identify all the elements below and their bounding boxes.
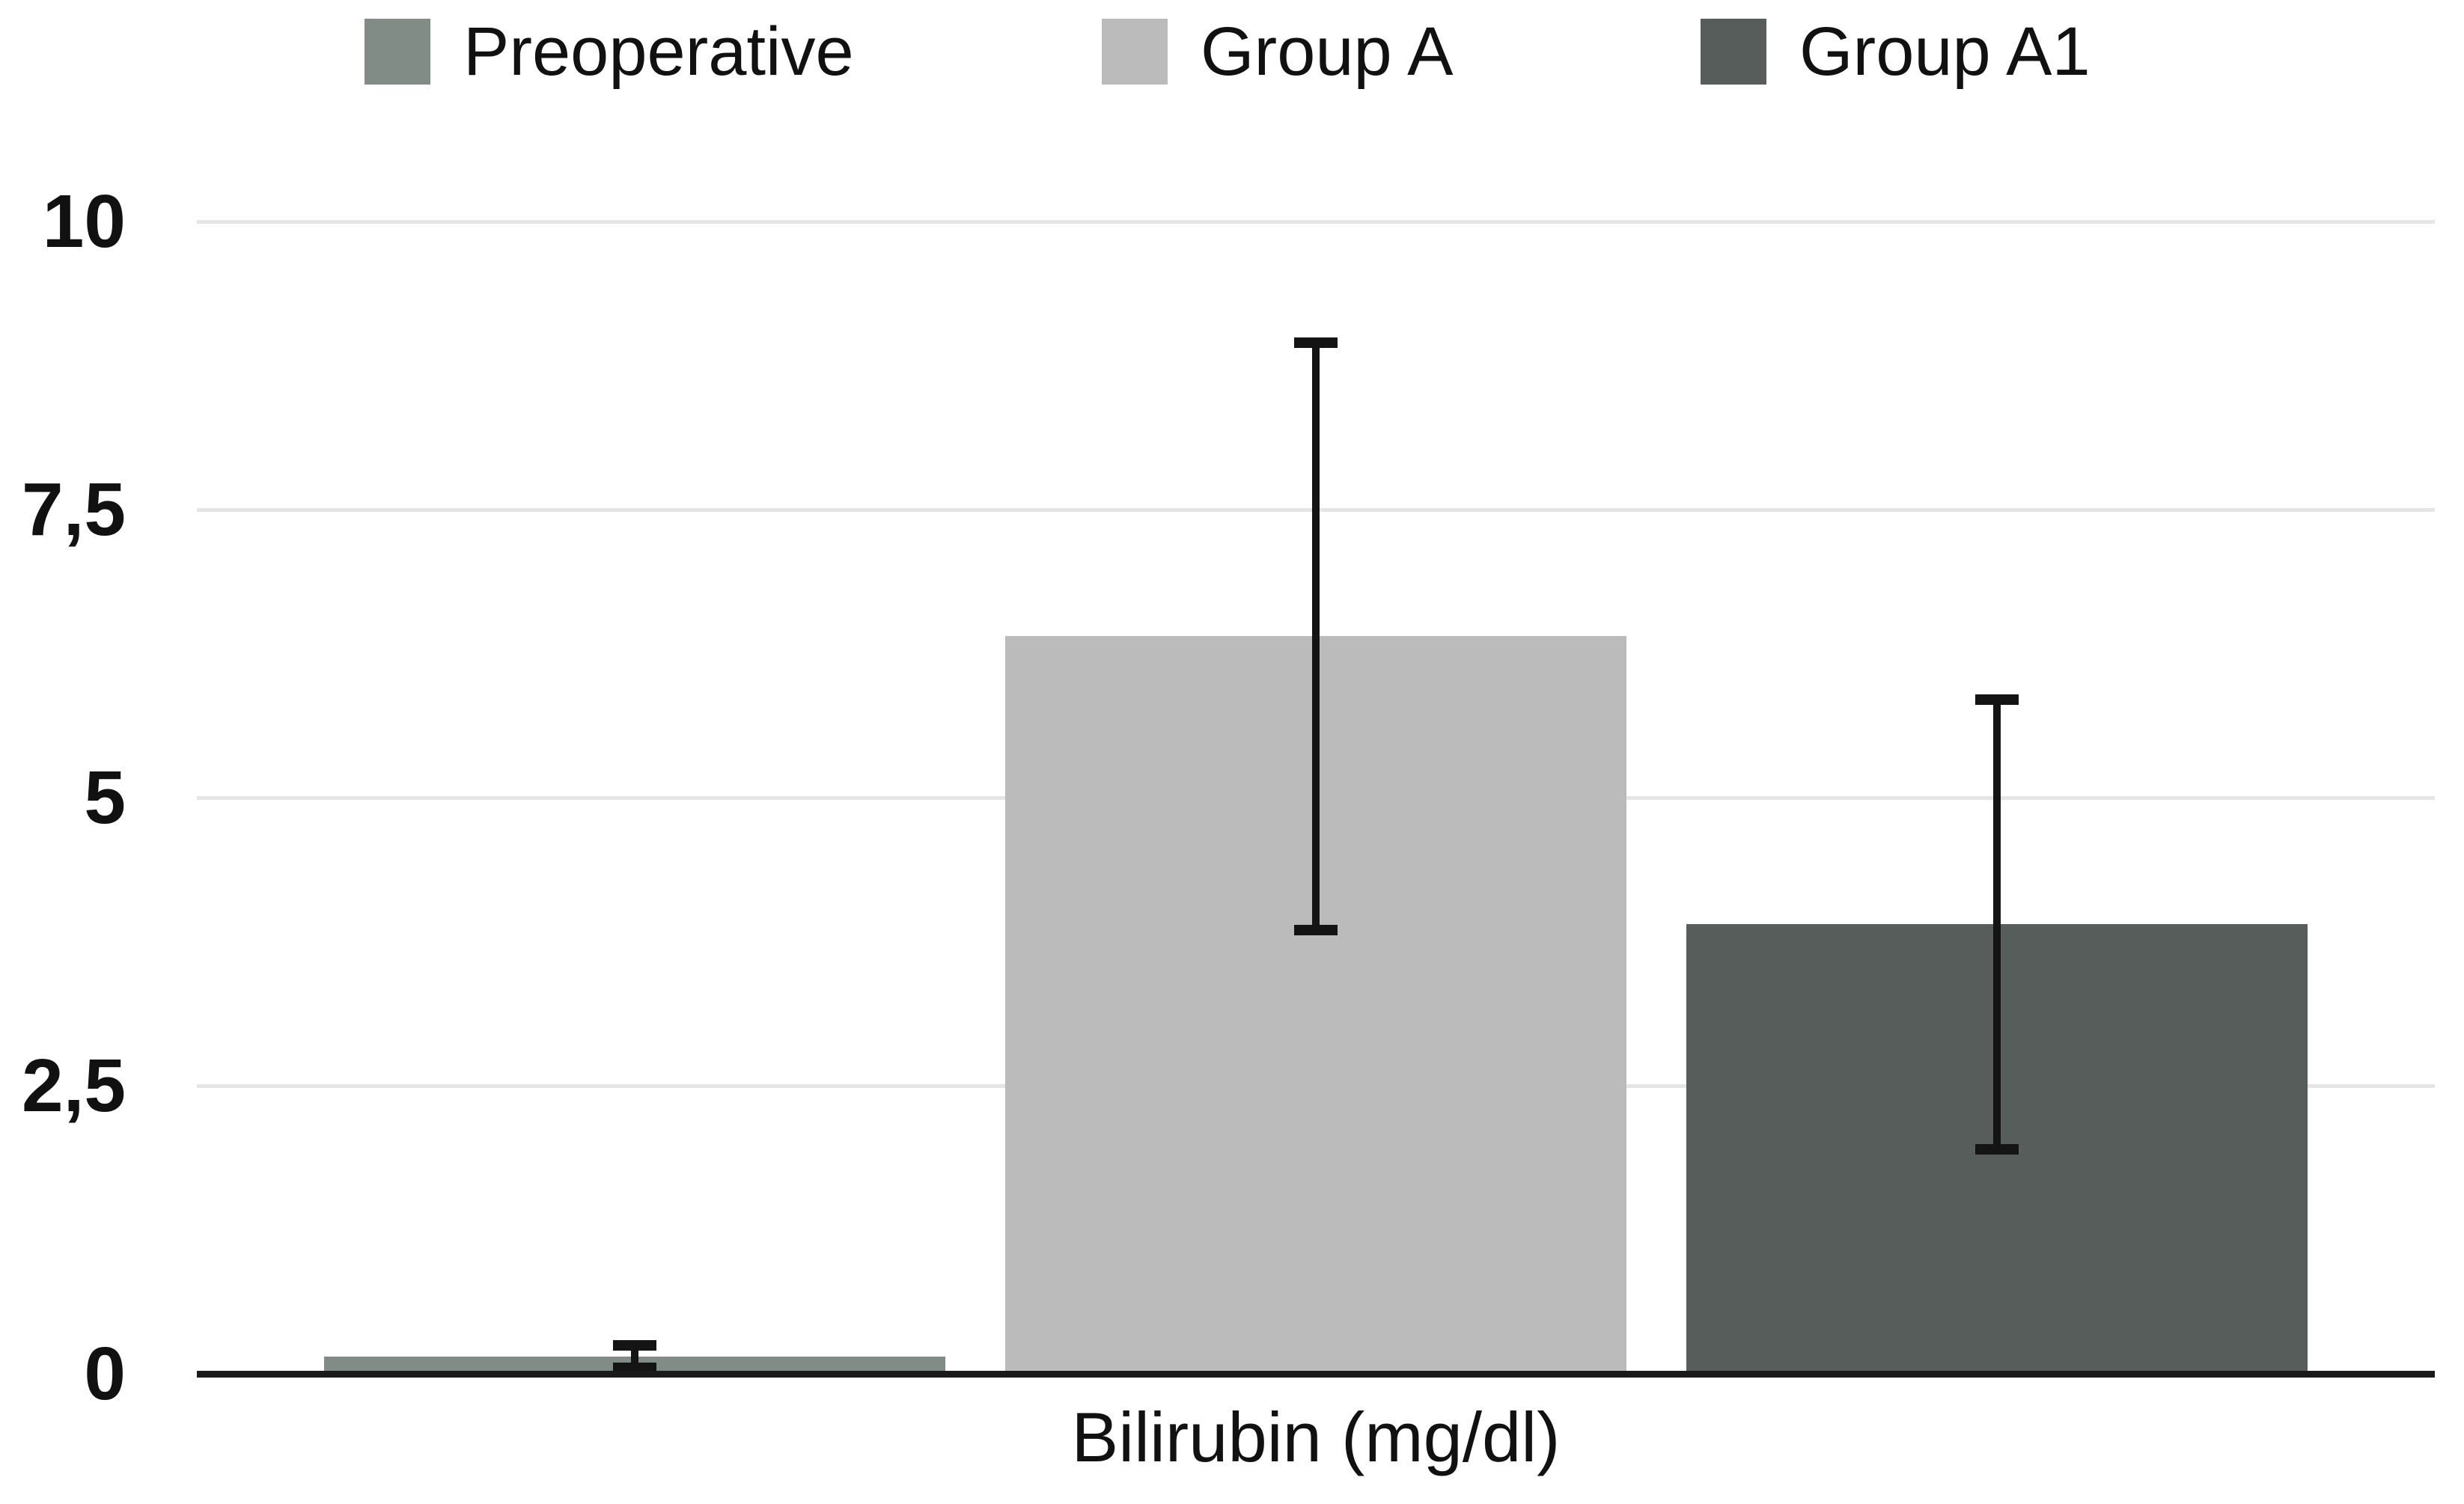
legend-item-preoperative: Preoperative: [365, 13, 854, 90]
y-tick-label: 0: [84, 1332, 126, 1416]
error-bar-cap-top: [1975, 694, 2019, 706]
legend-swatch-group-a: [1102, 19, 1168, 85]
error-bar-group-a1: [1993, 700, 2001, 1149]
legend-label: Group A1: [1799, 13, 2091, 90]
y-tick-label: 2,5: [21, 1044, 126, 1128]
x-axis-title: Bilirubin (mg/dl): [1071, 1398, 1561, 1476]
y-tick-label: 10: [42, 180, 126, 263]
error-bar-cap-top: [613, 1339, 656, 1351]
error-bar-preoperative: [631, 1345, 638, 1369]
x-axis-line: [197, 1371, 2435, 1378]
error-bar-cap-bottom: [613, 1363, 656, 1374]
legend-swatch-preoperative: [365, 19, 430, 85]
error-bar-cap-bottom: [1294, 925, 1338, 936]
legend-label: Preoperative: [463, 13, 854, 90]
error-bar-group-a: [1312, 342, 1320, 931]
error-bar-cap-top: [1294, 337, 1338, 348]
y-tick-label: 7,5: [21, 468, 126, 551]
y-tick-label: 5: [84, 756, 126, 840]
legend-item-group-a: Group A: [1102, 13, 1454, 90]
gridline: [197, 220, 2435, 224]
legend-swatch-group-a1: [1701, 19, 1766, 85]
legend-label: Group A: [1201, 13, 1454, 90]
legend-item-group-a1: Group A1: [1701, 13, 2091, 90]
error-bar-cap-bottom: [1975, 1143, 2019, 1155]
